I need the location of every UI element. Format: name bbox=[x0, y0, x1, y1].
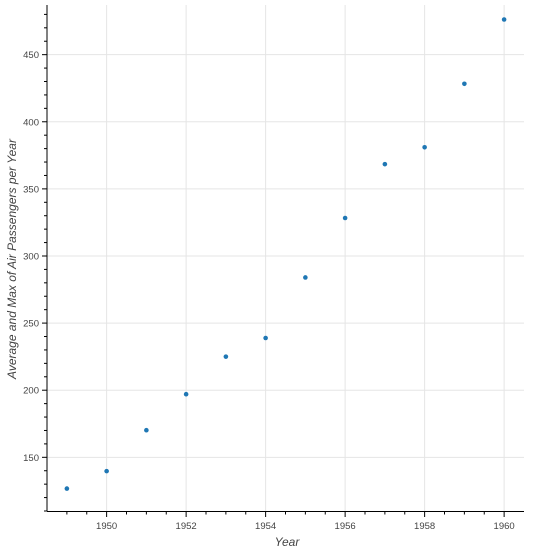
x-tick-label: 1954 bbox=[255, 521, 276, 532]
data-point bbox=[382, 161, 388, 167]
data-point bbox=[501, 17, 507, 22]
tick-labels: 150 200 250 300 350 400 450 1950 1952 1954 1956 195… bbox=[23, 50, 515, 532]
x-tick-label: 1952 bbox=[176, 521, 197, 532]
y-axis-title: Average and Max of Air Passengers per Ye… bbox=[5, 138, 19, 380]
data-point bbox=[303, 275, 308, 280]
y-tick-label: 450 bbox=[23, 50, 39, 61]
data-point bbox=[144, 427, 149, 433]
x-tick-label: 1958 bbox=[414, 521, 435, 532]
data-point bbox=[342, 215, 348, 221]
axes bbox=[42, 5, 524, 517]
data-point bbox=[183, 391, 189, 397]
data-point bbox=[104, 468, 109, 474]
data-point bbox=[223, 354, 229, 359]
y-tick-label: 350 bbox=[23, 184, 39, 195]
data-point bbox=[64, 486, 70, 491]
grid bbox=[47, 5, 524, 511]
y-tick-label: 400 bbox=[23, 117, 39, 128]
data-points bbox=[64, 17, 507, 491]
x-tick-label: 1950 bbox=[96, 521, 117, 532]
y-tick-label: 200 bbox=[23, 386, 39, 397]
x-axis-title: Year bbox=[275, 535, 301, 549]
y-tick-label: 300 bbox=[23, 251, 39, 262]
x-tick-label: 1960 bbox=[494, 521, 515, 532]
data-point bbox=[263, 335, 268, 341]
data-point bbox=[422, 144, 427, 150]
y-tick-label: 150 bbox=[23, 453, 39, 464]
y-tick-label: 250 bbox=[23, 319, 39, 330]
x-tick-label: 1956 bbox=[335, 521, 356, 532]
data-point bbox=[462, 81, 467, 87]
